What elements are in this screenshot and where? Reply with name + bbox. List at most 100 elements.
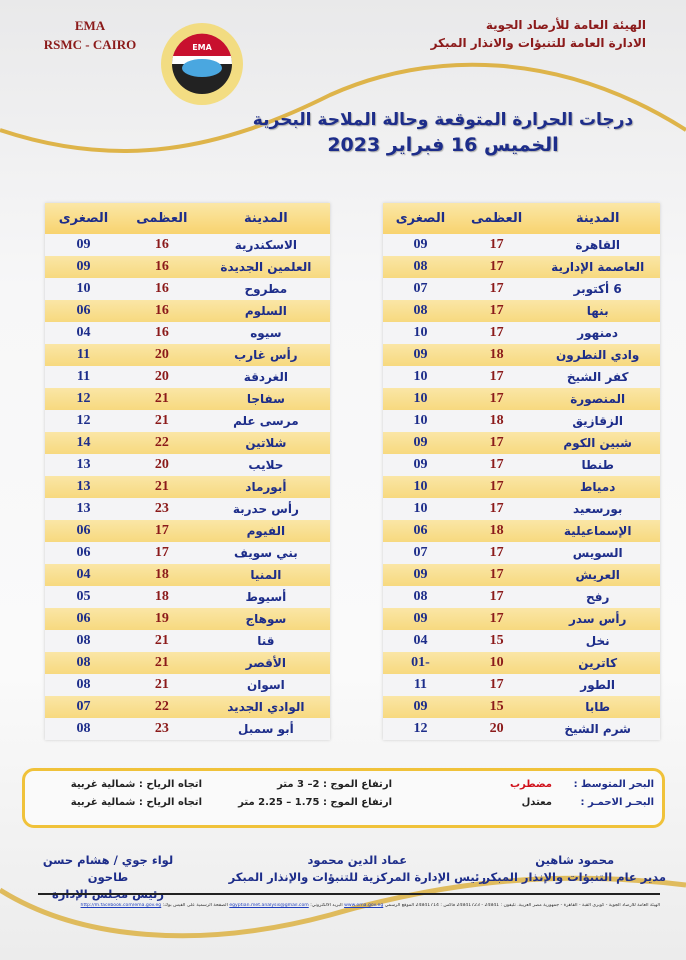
table-row: شرم الشيخ 20 12 xyxy=(383,718,660,740)
footer: الهيئة العامة للأرصاد الجوية - كوبري الق… xyxy=(40,903,660,908)
cell-max: 17 xyxy=(457,322,536,344)
cell-min: 09 xyxy=(383,344,458,366)
cell-min: 04 xyxy=(45,564,123,586)
cell-max: 21 xyxy=(122,652,202,674)
signature-3: لواء جوي / هشام حسن طاحونرئيس مجلس الإدا… xyxy=(30,852,186,903)
signer-name: محمود شاهين xyxy=(535,853,615,867)
table-row: طنطا 17 09 xyxy=(383,454,660,476)
cell-city: الغردقة xyxy=(201,366,330,388)
cell-max: 10 xyxy=(457,652,536,674)
col-min: الصغرى xyxy=(383,203,458,234)
col-city: المدينة xyxy=(201,203,330,234)
med-sea-state: مضطرب xyxy=(509,779,552,790)
table-row: شلاتين 22 14 xyxy=(45,432,330,454)
website-link[interactable]: www.ema.gov.eg xyxy=(344,903,384,908)
table-row: كفر الشيخ 17 10 xyxy=(383,366,660,388)
cell-max: 18 xyxy=(457,410,536,432)
table-row: سيوه 16 04 xyxy=(45,322,330,344)
table-row: بنها 17 08 xyxy=(383,300,660,322)
cell-max: 17 xyxy=(457,674,536,696)
divider xyxy=(38,893,660,895)
cell-city: بورسعيد xyxy=(535,498,660,520)
table-row: دمياط 17 10 xyxy=(383,476,660,498)
signer-role: مدير عام التنبؤات والإنذار المبكر xyxy=(483,870,666,884)
cell-min: 04 xyxy=(45,322,123,344)
table-row: بني سويف 17 06 xyxy=(45,542,330,564)
cell-max: 17 xyxy=(457,586,536,608)
cell-min: 08 xyxy=(45,674,123,696)
cell-min: 07 xyxy=(383,278,458,300)
cell-max: 16 xyxy=(122,256,202,278)
cell-city: سيوه xyxy=(201,322,330,344)
table-row: الأقصر 21 08 xyxy=(45,652,330,674)
email-label: البريد الالكتروني: xyxy=(310,903,343,908)
ema-text: EMA xyxy=(74,18,106,33)
cell-city: القاهرة xyxy=(535,234,660,256)
cell-min: 06 xyxy=(383,520,458,542)
cell-max: 17 xyxy=(122,520,202,542)
cell-city: نخل xyxy=(535,630,660,652)
cell-min: 08 xyxy=(45,652,123,674)
footer-address: الهيئة العامة للأرصاد الجوية - كوبري الق… xyxy=(384,903,660,908)
cell-max: 15 xyxy=(457,696,536,718)
table-row: شبين الكوم 17 09 xyxy=(383,432,660,454)
signer-name: لواء جوي / هشام حسن طاحون xyxy=(42,853,174,884)
cell-min: 09 xyxy=(383,564,458,586)
cell-max: 17 xyxy=(457,564,536,586)
cell-min: 10 xyxy=(45,278,123,300)
cell-max: 17 xyxy=(457,300,536,322)
cell-city: بنها xyxy=(535,300,660,322)
table-row: أبو سمبل 23 08 xyxy=(45,718,330,740)
table-row: حلايب 20 13 xyxy=(45,454,330,476)
cell-max: 15 xyxy=(457,630,536,652)
table-row: العاصمة الإدارية 17 08 xyxy=(383,256,660,278)
cell-max: 17 xyxy=(457,432,536,454)
cell-max: 18 xyxy=(122,586,202,608)
cell-min: 11 xyxy=(45,366,123,388)
col-min: الصغرى xyxy=(45,203,123,234)
med-wave-height: ارتفاع الموج : 2– 3 متر xyxy=(277,779,392,790)
cell-min: 08 xyxy=(45,630,123,652)
cell-max: 22 xyxy=(122,432,202,454)
red-sea-label: البحـر الاحمـر : xyxy=(580,797,655,808)
cell-city: المنصورة xyxy=(535,388,660,410)
cell-city: طابا xyxy=(535,696,660,718)
cell-city: شرم الشيخ xyxy=(535,718,660,740)
cell-city: وادي النطرون xyxy=(535,344,660,366)
table-row: سوهاج 19 06 xyxy=(45,608,330,630)
table-row: وادي النطرون 18 09 xyxy=(383,344,660,366)
cell-min: 08 xyxy=(45,718,123,740)
cell-min: 05 xyxy=(45,586,123,608)
cell-max: 16 xyxy=(122,300,202,322)
cell-min: 08 xyxy=(383,256,458,278)
cell-min: 10 xyxy=(383,388,458,410)
cell-max: 17 xyxy=(457,498,536,520)
cell-min: 10 xyxy=(383,476,458,498)
table-row: الزقازيق 18 10 xyxy=(383,410,660,432)
cell-min: 09 xyxy=(45,234,123,256)
red-wave-height: ارتفاع الموج : 1.75 – 2.25 متر xyxy=(238,797,392,808)
cell-city: رأس غارب xyxy=(201,344,330,366)
table-row: السلوم 16 06 xyxy=(45,300,330,322)
table-row: مطروح 16 10 xyxy=(45,278,330,300)
email-link[interactable]: egyptian.met.analysis@gmail.com xyxy=(229,903,309,908)
logo-text: EMA xyxy=(192,43,212,52)
table-row: رأس حدربة 23 13 xyxy=(45,498,330,520)
cell-max: 21 xyxy=(122,630,202,652)
cell-max: 20 xyxy=(122,344,202,366)
med-wind-direction: اتجاه الرياح : شمالية غربية xyxy=(70,779,202,790)
facebook-link[interactable]: http://m.facebook.com/ema.gov.eg xyxy=(80,903,162,908)
signature-2: عماد الدين محمود رئيس الإدارة المركزية لل… xyxy=(229,852,486,886)
sea-conditions-box: البحر المتوسط : مضطرب ارتفاع الموج : 2– … xyxy=(22,768,665,828)
cell-city: السلوم xyxy=(201,300,330,322)
table-row: اسوان 21 08 xyxy=(45,674,330,696)
red-sea-state: معتدل xyxy=(521,797,552,808)
table-row: كاترين 10 -01 xyxy=(383,652,660,674)
cell-max: 16 xyxy=(122,278,202,300)
red-wind-direction: اتجاه الرياح : شمالية غربية xyxy=(70,797,202,808)
cell-min: 10 xyxy=(383,410,458,432)
cell-city: قنا xyxy=(201,630,330,652)
page-title: درجات الحرارة المتوقعة وحالة الملاحة الب… xyxy=(252,110,634,130)
cell-min: 06 xyxy=(45,608,123,630)
cell-city: العاصمة الإدارية xyxy=(535,256,660,278)
